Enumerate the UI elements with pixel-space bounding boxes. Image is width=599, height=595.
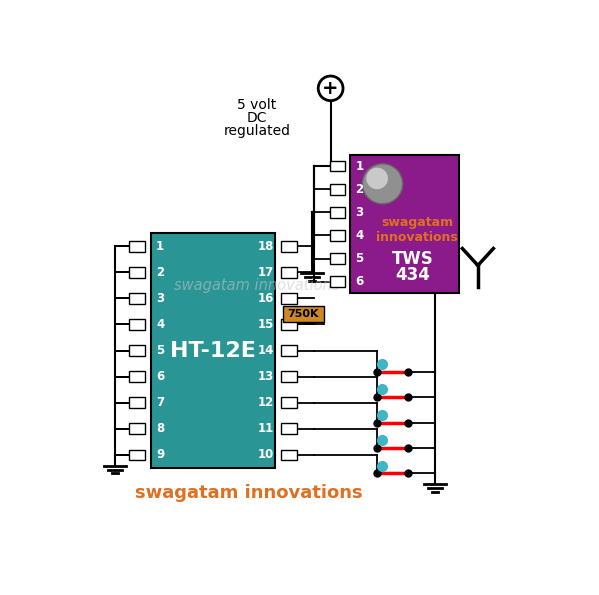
Text: 17: 17	[258, 266, 274, 278]
Text: 12: 12	[258, 396, 274, 409]
Circle shape	[366, 168, 388, 189]
Text: TWS: TWS	[392, 249, 434, 268]
Bar	[283, 306, 325, 322]
Circle shape	[318, 76, 343, 101]
Text: 10: 10	[258, 449, 274, 461]
Text: 6: 6	[156, 370, 164, 383]
Bar	[281, 397, 297, 408]
Text: 8: 8	[156, 422, 164, 436]
Bar	[281, 293, 297, 303]
Bar	[281, 319, 297, 330]
Bar	[129, 267, 144, 278]
Bar	[330, 161, 346, 171]
Text: swagatam innovations: swagatam innovations	[135, 484, 363, 502]
Bar	[129, 449, 144, 461]
Text: 13: 13	[258, 370, 274, 383]
Bar	[129, 293, 144, 303]
Text: 3: 3	[156, 292, 164, 305]
Text: 14: 14	[258, 344, 274, 357]
Text: DC: DC	[247, 111, 267, 124]
Text: swagatam: swagatam	[381, 216, 453, 229]
Text: regulated: regulated	[223, 124, 291, 139]
Bar	[350, 155, 458, 293]
Bar	[330, 207, 346, 218]
Bar	[129, 241, 144, 252]
Bar	[129, 319, 144, 330]
Text: 2: 2	[156, 266, 164, 278]
Bar	[129, 345, 144, 356]
Text: 16: 16	[258, 292, 274, 305]
Text: 5: 5	[355, 252, 364, 265]
Bar	[330, 253, 346, 264]
Text: 1: 1	[156, 240, 164, 253]
Bar	[281, 345, 297, 356]
Bar	[330, 276, 346, 287]
Circle shape	[362, 164, 403, 204]
Bar	[151, 233, 275, 468]
Text: 2: 2	[355, 183, 364, 196]
Text: 9: 9	[156, 449, 164, 461]
Text: 1: 1	[355, 159, 364, 173]
Text: swagatam innovations: swagatam innovations	[174, 278, 340, 293]
Bar	[330, 230, 346, 241]
Bar	[129, 424, 144, 434]
Text: 5: 5	[156, 344, 164, 357]
Text: 18: 18	[258, 240, 274, 253]
Text: 15: 15	[258, 318, 274, 331]
Text: 4: 4	[156, 318, 164, 331]
Bar	[129, 371, 144, 382]
Text: HT-12E: HT-12E	[170, 340, 256, 361]
Bar	[281, 267, 297, 278]
Text: 5 volt: 5 volt	[237, 98, 277, 111]
Text: 3: 3	[355, 206, 364, 219]
Bar	[281, 371, 297, 382]
Text: +: +	[322, 79, 339, 98]
Bar	[129, 397, 144, 408]
Bar	[281, 424, 297, 434]
Text: 4: 4	[355, 229, 364, 242]
Bar	[281, 449, 297, 461]
Text: 434: 434	[395, 267, 430, 284]
Text: 7: 7	[156, 396, 164, 409]
Text: innovations: innovations	[376, 231, 458, 244]
Text: 6: 6	[355, 275, 364, 288]
Text: 11: 11	[258, 422, 274, 436]
Text: 750K: 750K	[288, 309, 319, 319]
Bar	[330, 184, 346, 195]
Bar	[281, 241, 297, 252]
